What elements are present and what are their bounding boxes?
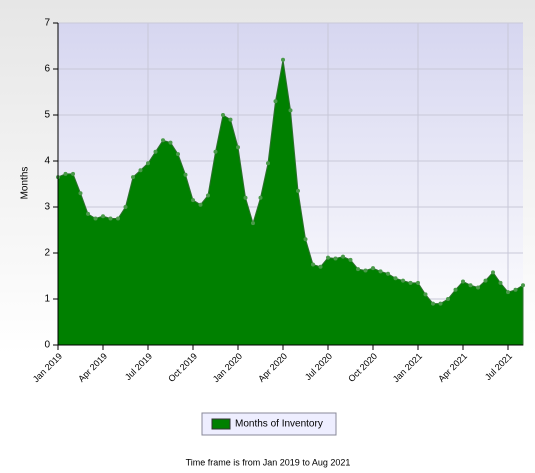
data-point xyxy=(198,202,203,207)
data-point xyxy=(146,161,150,166)
data-point xyxy=(183,172,188,177)
data-point xyxy=(378,269,383,274)
legend-swatch xyxy=(211,418,231,430)
y-tick-label: 2 xyxy=(44,248,50,259)
data-point xyxy=(63,171,68,176)
data-point xyxy=(93,216,98,221)
data-point xyxy=(236,145,240,150)
y-tick-label: 3 xyxy=(44,202,50,213)
legend-label: Months of Inventory xyxy=(235,419,323,430)
data-point xyxy=(243,195,248,200)
legend-box xyxy=(201,412,337,436)
data-point xyxy=(386,271,390,276)
data-point xyxy=(266,161,270,166)
data-point xyxy=(213,149,218,154)
data-point xyxy=(483,278,488,283)
data-point xyxy=(176,152,180,157)
data-point xyxy=(251,221,255,226)
data-point xyxy=(221,113,225,117)
data-point xyxy=(423,292,428,297)
data-point xyxy=(161,138,165,143)
data-point xyxy=(258,195,263,200)
data-point xyxy=(461,279,465,284)
data-point xyxy=(296,188,300,193)
data-point xyxy=(86,211,90,216)
data-point xyxy=(341,254,345,259)
data-point xyxy=(281,57,285,62)
data-point xyxy=(78,191,83,196)
data-point xyxy=(438,301,443,306)
data-point xyxy=(71,171,75,176)
data-point xyxy=(101,214,105,219)
data-point xyxy=(453,287,458,292)
data-point xyxy=(123,205,128,209)
data-point xyxy=(311,262,315,267)
data-point xyxy=(206,193,210,198)
y-tick-label: 7 xyxy=(44,18,50,29)
data-point xyxy=(138,168,143,173)
data-point xyxy=(513,287,518,292)
data-point xyxy=(476,285,480,290)
data-point xyxy=(468,283,473,288)
data-point xyxy=(303,237,308,242)
data-point xyxy=(446,297,450,301)
data-point xyxy=(168,140,173,145)
data-point xyxy=(131,175,135,180)
data-point xyxy=(273,99,278,104)
data-point xyxy=(116,216,120,221)
data-point xyxy=(416,280,420,285)
data-point xyxy=(333,256,338,261)
data-point xyxy=(393,276,398,281)
data-point xyxy=(288,108,293,113)
data-point xyxy=(348,257,353,262)
data-point xyxy=(318,264,323,269)
data-point xyxy=(371,266,375,271)
data-point xyxy=(401,278,405,283)
y-axis-label: Months xyxy=(20,167,31,200)
y-tick-label: 0 xyxy=(44,340,50,351)
y-tick-label: 5 xyxy=(44,110,50,121)
data-point xyxy=(521,283,525,288)
y-tick-label: 4 xyxy=(44,156,50,167)
footer: Time frame is from Jan 2019 to Aug 2021 xyxy=(186,457,351,467)
data-point xyxy=(363,268,368,273)
data-point xyxy=(228,117,233,122)
data-point xyxy=(153,149,158,154)
data-point xyxy=(498,280,503,285)
data-point xyxy=(108,216,113,221)
data-point xyxy=(408,280,413,285)
data-point xyxy=(506,290,510,295)
data-point xyxy=(431,301,435,306)
y-tick-label: 6 xyxy=(44,64,50,75)
y-tick-label: 1 xyxy=(44,294,50,305)
data-point xyxy=(356,267,360,272)
data-point xyxy=(191,198,195,203)
data-point xyxy=(491,270,495,275)
data-point xyxy=(326,255,330,260)
